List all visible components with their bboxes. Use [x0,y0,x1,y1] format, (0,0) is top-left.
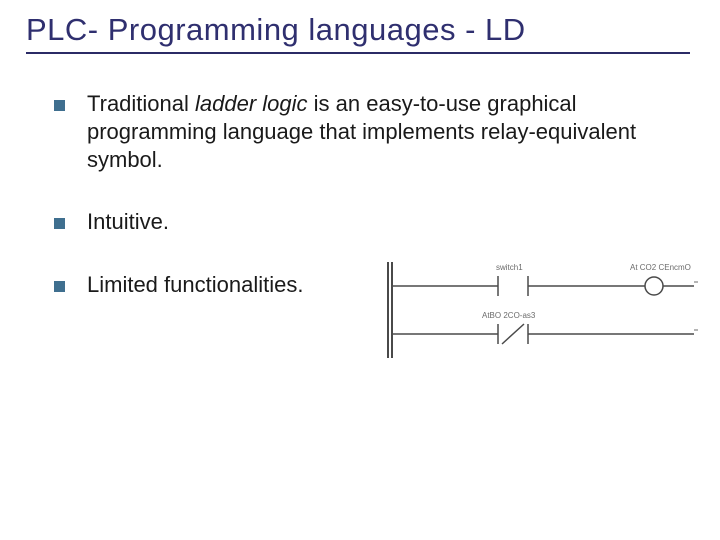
ladder-diagram: switch1 At CO2 CEncmO AtBO 2CO-as3 [378,256,700,366]
bullet-pre: Traditional [87,91,195,116]
bullet-square-icon [54,281,65,292]
list-item: Intuitive. [54,208,670,236]
slide-title: PLC- Programming languages - LD [26,12,690,50]
rung1-coil [645,277,663,295]
bullet-pre: Intuitive. [87,209,169,234]
bullet-pre: Limited functionalities. [87,272,303,297]
title-underline [26,52,690,54]
slide: PLC- Programming languages - LD Traditio… [0,0,720,540]
title-text: PLC- Programming languages - LD [26,12,526,47]
rung1-contact-label: switch1 [496,263,523,272]
bullet-text: Intuitive. [87,208,670,236]
bullet-text: Traditional ladder logic is an easy-to-u… [87,90,670,174]
bullet-em: ladder logic [195,91,308,116]
bullet-square-icon [54,218,65,229]
list-item: Traditional ladder logic is an easy-to-u… [54,90,670,174]
rung2-contact-label: AtBO 2CO-as3 [482,311,536,320]
ladder-svg: switch1 At CO2 CEncmO AtBO 2CO-as3 [378,256,700,366]
rung1-coil-label: At CO2 CEncmO [630,263,691,272]
rung2-contact-slash [502,324,524,344]
bullet-square-icon [54,100,65,111]
